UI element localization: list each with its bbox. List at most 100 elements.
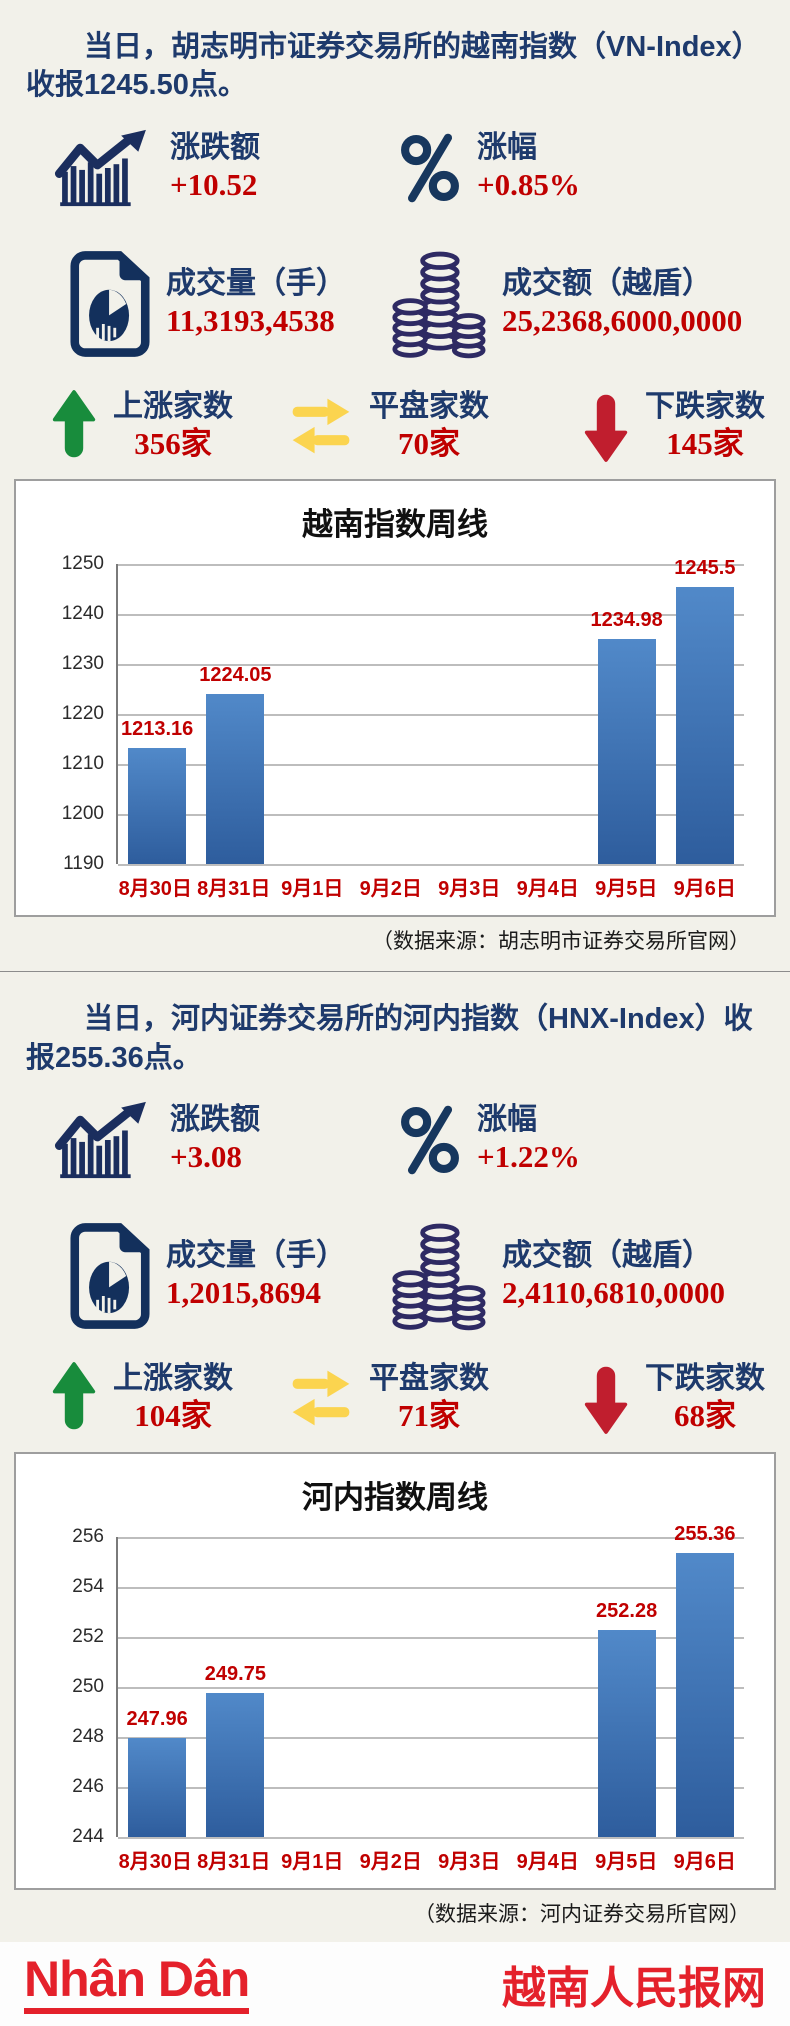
stat-volume: 成交量（手） 1,2015,8694: [70, 1220, 390, 1332]
gridline: [118, 1586, 744, 1589]
down-arrow-icon: [583, 1361, 629, 1435]
stat-label: 上涨家数: [113, 1361, 233, 1395]
x-tick-label: 9月6日: [673, 878, 736, 901]
category-slot: 252.28: [588, 1537, 666, 1837]
category-slot: [431, 1537, 509, 1837]
category-slot: [431, 564, 509, 864]
headline-hnx-index: 当日，河内证券交易所的河内指数（HNX-Index）收报255.36点。: [26, 1003, 753, 1074]
x-tick-label: 9月2日: [359, 878, 422, 901]
stat-unchanged: 平盘家数 70家: [289, 389, 583, 464]
stat-unchanged: 平盘家数 71家: [289, 1361, 583, 1436]
x-tick-label: 8月30日: [118, 878, 192, 901]
gridline: [118, 864, 744, 867]
stats-row-volume: 成交量（手） 11,3193,4538 成交额（越盾） 25,2368,6000…: [0, 245, 790, 363]
stat-value: 70家: [398, 425, 460, 461]
category-slot: [353, 564, 431, 864]
y-tick-label: 250: [72, 1675, 104, 1697]
bar-value-label: 1224.05: [199, 664, 272, 687]
stat-value: 356家: [134, 425, 212, 461]
stat-advancers: 上涨家数 356家: [51, 389, 289, 464]
stat-value: 11,3193,4538: [166, 303, 335, 339]
vn-index-weekly-chart: 越南指数周线 1250 1240 1230 1220 1210 1200 1190 1213.…: [14, 479, 776, 918]
percent-icon: [399, 1099, 461, 1181]
x-tick-label: 9月5日: [595, 1850, 658, 1873]
gridline: [118, 1536, 744, 1539]
gridline: [118, 814, 744, 817]
bar-value-label: 1245.5: [674, 556, 736, 579]
x-tick-label: 9月1日: [281, 878, 344, 901]
stat-value: 1,2015,8694: [166, 1275, 321, 1311]
category-slot: 249.75: [196, 1537, 274, 1837]
gridline: [118, 764, 744, 767]
y-tick-label: 254: [72, 1575, 104, 1597]
y-tick-label: 248: [72, 1725, 104, 1747]
document-pie-icon: [70, 248, 150, 360]
stat-label: 上涨家数: [113, 389, 233, 423]
stat-label: 平盘家数: [369, 389, 489, 423]
x-tick-label: 9月2日: [359, 1850, 422, 1873]
bar: [128, 748, 187, 865]
stat-label: 涨幅: [477, 1103, 537, 1137]
hnx-index-weekly-chart: 河内指数周线 256 254 252 250 248 246 244 247.96 249.75…: [14, 1451, 776, 1890]
plot-area: 256 254 252 250 248 246 244 247.96 249.75 252.28 2…: [72, 1523, 744, 1847]
stat-value: 104家: [134, 1397, 212, 1433]
stat-turnover: 成交额（越盾） 25,2368,6000,0000: [390, 245, 790, 363]
stat-value: 71家: [398, 1397, 460, 1433]
data-source-caption: （数据来源：河内证券交易所官网）: [414, 1902, 750, 1926]
gridline: [118, 714, 744, 717]
y-tick-label: 1250: [61, 553, 104, 575]
stat-label: 成交额（越盾）: [502, 267, 712, 301]
site-name: 越南人民报网: [502, 1963, 766, 2013]
category-slot: [509, 1537, 587, 1837]
stat-label: 下跌家数: [645, 1361, 765, 1395]
stat-label: 涨跌额: [170, 1103, 260, 1137]
bar-value-label: 1234.98: [590, 609, 663, 632]
stat-value: +10.52: [170, 167, 258, 203]
stat-label: 涨跌额: [170, 131, 260, 165]
stats-row-volume: 成交量（手） 1,2015,8694 成交额（越盾） 2,4110,6810,0…: [0, 1217, 790, 1335]
stat-label: 下跌家数: [645, 389, 765, 423]
document-pie-icon: [70, 1220, 150, 1332]
stat-label: 平盘家数: [369, 1361, 489, 1395]
stats-row-change: 涨跌额 +10.52 涨幅 +0.85%: [0, 127, 790, 209]
y-tick-label: 1210: [61, 753, 104, 775]
stat-value: +0.85%: [477, 167, 580, 203]
plot-area: 1250 1240 1230 1220 1210 1200 1190 1213.16 1224.…: [62, 553, 744, 874]
swap-arrows-icon: [289, 396, 353, 456]
x-tick-label: 9月5日: [595, 878, 658, 901]
y-tick-label: 246: [72, 1775, 104, 1797]
section-hnx-index: 当日，河内证券交易所的河内指数（HNX-Index）收报255.36点。 涨跌额…: [0, 1000, 790, 1927]
stat-label: 涨幅: [477, 131, 537, 165]
bar: [675, 1552, 734, 1837]
stat-value: 25,2368,6000,0000: [502, 303, 743, 339]
bar: [597, 1629, 656, 1837]
y-tick-label: 1220: [61, 703, 104, 725]
x-tick-label: 9月3日: [438, 878, 501, 901]
y-tick-label: 244: [72, 1825, 104, 1847]
stat-value: 2,4110,6810,0000: [502, 1275, 726, 1311]
stat-value: +1.22%: [477, 1139, 580, 1175]
x-tick-label: 9月1日: [281, 1850, 344, 1873]
x-tick-label: 9月6日: [673, 1850, 736, 1873]
bar: [675, 586, 734, 865]
stat-value: +3.08: [170, 1139, 242, 1175]
x-tick-label: 9月4日: [516, 1850, 579, 1873]
trend-chart-icon: [54, 128, 154, 208]
up-arrow-icon: [51, 389, 97, 463]
stat-change-pct: 涨幅 +1.22%: [399, 1099, 790, 1181]
bar-value-label: 249.75: [204, 1662, 266, 1685]
stat-volume: 成交量（手） 11,3193,4538: [70, 248, 390, 360]
stats-row-change: 涨跌额 +3.08 涨幅 +1.22%: [0, 1099, 790, 1181]
gridline: [118, 564, 744, 567]
bar: [128, 1737, 187, 1837]
stat-advancers: 上涨家数 104家: [51, 1361, 289, 1436]
x-tick-label: 8月31日: [197, 878, 271, 901]
chart-title: 河内指数周线: [302, 1479, 488, 1515]
chart-title: 越南指数周线: [302, 507, 488, 543]
stat-change-pct: 涨幅 +0.85%: [399, 127, 790, 209]
category-slot: 1224.05: [196, 564, 274, 865]
stat-value: 145家: [666, 425, 744, 461]
x-tick-label: 8月31日: [197, 1850, 271, 1873]
gridline: [118, 1736, 744, 1739]
y-tick-label: 1230: [61, 653, 104, 675]
